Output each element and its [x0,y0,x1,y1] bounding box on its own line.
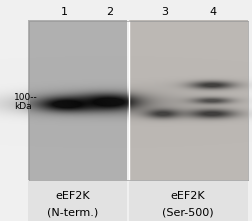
Text: 1: 1 [61,7,68,17]
Text: (Ser-500): (Ser-500) [162,207,213,217]
Text: kDa: kDa [14,102,32,110]
Text: 2: 2 [106,7,113,17]
Text: eEF2K: eEF2K [170,191,205,201]
Text: 4: 4 [209,7,216,17]
Text: 100--: 100-- [14,93,38,102]
Text: (N-term.): (N-term.) [47,207,99,217]
Text: 3: 3 [162,7,169,17]
Text: eEF2K: eEF2K [56,191,90,201]
